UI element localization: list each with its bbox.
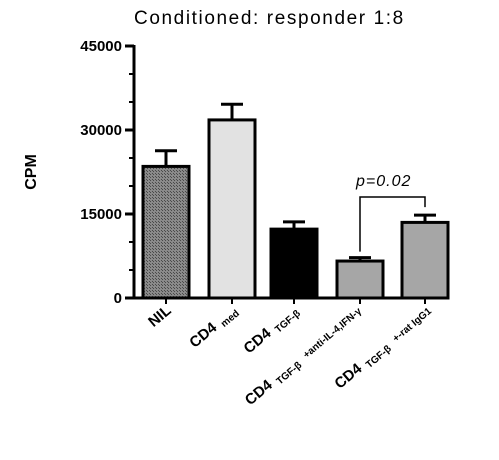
category-main-label: NIL bbox=[145, 302, 174, 331]
y-tick-label-2: 30000 bbox=[80, 122, 122, 139]
bar-0 bbox=[141, 164, 191, 300]
category-main-label: CD4 bbox=[331, 360, 365, 393]
bar-3 bbox=[335, 259, 385, 300]
significance-annotation: p=0.02 bbox=[355, 173, 426, 252]
x-tick-labels: NILCD4medCD4TGF-βCD4TGF-β+anti-IL-4,IFN-… bbox=[145, 302, 434, 411]
y-tick-label-1: 15000 bbox=[80, 206, 122, 223]
category-main-label: CD4 bbox=[241, 324, 275, 357]
category-subscript: TGF-β bbox=[273, 308, 303, 335]
category-extra: +anti-IL-4,IFN-γ bbox=[301, 306, 364, 361]
category-main-label: CD4 bbox=[242, 376, 276, 409]
bar-4 bbox=[400, 220, 450, 300]
category-subscript: med bbox=[219, 308, 242, 330]
y-axis-label: CPM bbox=[23, 154, 40, 190]
category-subscript: TGF-β bbox=[275, 360, 305, 387]
chart-title: Conditioned: responder 1:8 bbox=[134, 8, 405, 29]
bar-2 bbox=[269, 227, 319, 300]
bars bbox=[141, 118, 450, 300]
bar-1 bbox=[207, 118, 257, 300]
category-extra: +-rat IgG1 bbox=[391, 306, 434, 345]
y-tick-label-0: 0 bbox=[114, 290, 122, 307]
axes bbox=[125, 44, 445, 304]
x-tick-label-3: CD4TGF-β+anti-IL-4,IFN-γ bbox=[242, 302, 366, 411]
y-tick-label-3: 45000 bbox=[80, 38, 122, 55]
x-tick-label-0: NIL bbox=[145, 302, 174, 331]
significance-bracket bbox=[359, 196, 426, 252]
category-main-label: CD4 bbox=[186, 319, 220, 352]
error-bars bbox=[155, 102, 436, 262]
p-value-label: p=0.02 bbox=[355, 173, 411, 190]
x-tick-label-2: CD4TGF-β bbox=[241, 302, 303, 359]
category-subscript: TGF-β bbox=[364, 344, 394, 371]
x-tick-label-1: CD4med bbox=[186, 302, 242, 353]
y-tick-labels: 0 15000 30000 45000 bbox=[80, 38, 122, 307]
